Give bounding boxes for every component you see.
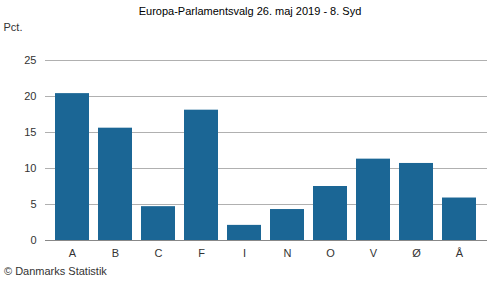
svg-text:O: O [326, 247, 335, 259]
svg-text:5: 5 [30, 198, 36, 210]
svg-text:Ø: Ø [412, 247, 421, 259]
svg-text:Å: Å [456, 247, 464, 259]
svg-text:N: N [284, 247, 292, 259]
svg-text:I: I [243, 247, 246, 259]
svg-text:15: 15 [24, 126, 36, 138]
svg-text:A: A [69, 247, 77, 259]
html-text:© Danmarks Statistik: © Danmarks Statistik [4, 265, 107, 277]
svg-text:B: B [112, 247, 119, 259]
svg-text:F: F [198, 247, 205, 259]
svg-text:Pct.: Pct. [4, 21, 23, 33]
html-text:Europa-Parlamentsvalg 26. maj: Europa-Parlamentsvalg 26. maj 2019 - 8. … [138, 5, 362, 17]
svg-text:10: 10 [24, 162, 36, 174]
svg-text:V: V [370, 247, 378, 259]
svg-text:25: 25 [24, 54, 36, 66]
svg-text:0: 0 [30, 234, 36, 246]
svg-text:C: C [155, 247, 163, 259]
svg-text:20: 20 [24, 90, 36, 102]
